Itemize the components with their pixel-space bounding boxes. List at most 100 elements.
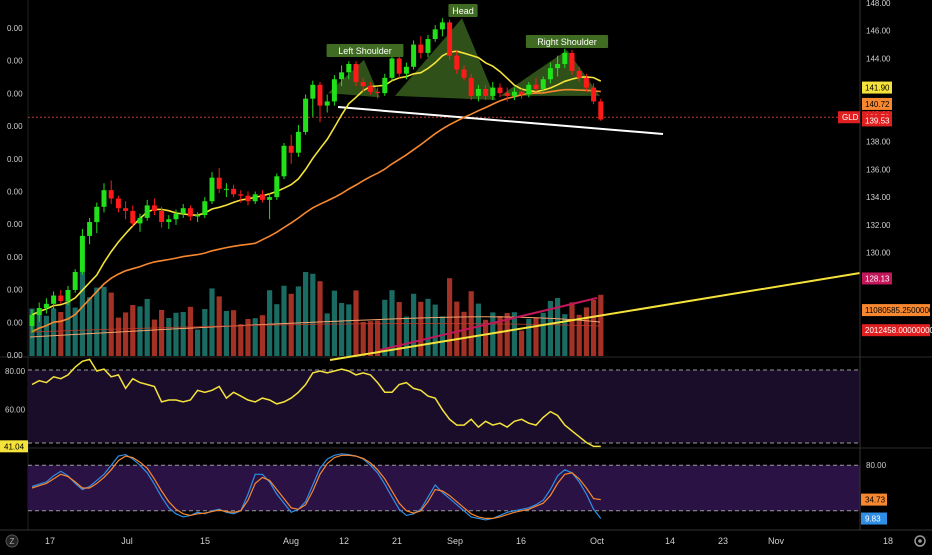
candle-body bbox=[454, 55, 460, 70]
candle-body bbox=[562, 52, 568, 64]
candle-body bbox=[468, 77, 474, 96]
volume-ma-short bbox=[29, 316, 601, 338]
volume-bar bbox=[72, 307, 78, 356]
volume-bar bbox=[598, 294, 604, 356]
osc2-value-tag bbox=[861, 512, 887, 525]
price-tag bbox=[862, 114, 892, 127]
candle-body bbox=[87, 222, 93, 236]
osc2-value-text: 9.83 bbox=[865, 515, 881, 524]
candle-body bbox=[51, 295, 57, 304]
candle-body bbox=[504, 93, 510, 96]
candle-body bbox=[339, 72, 345, 80]
candle-body bbox=[547, 68, 553, 80]
volume-bar bbox=[51, 308, 57, 356]
price-tag-text: 141.90 bbox=[865, 84, 890, 93]
time-tick-label: Jul bbox=[121, 536, 133, 546]
candle-body bbox=[526, 84, 532, 95]
volume-bar bbox=[403, 316, 409, 356]
candle-body bbox=[353, 64, 359, 83]
volume-bar bbox=[475, 303, 481, 356]
candle-body bbox=[43, 303, 49, 308]
candle-body bbox=[583, 77, 589, 88]
volume-moving-averages bbox=[29, 272, 861, 361]
candle-body bbox=[360, 82, 366, 87]
candle-body bbox=[432, 29, 438, 40]
osc2-slow-line bbox=[31, 454, 601, 519]
volume-bar bbox=[439, 316, 445, 356]
volume-bar bbox=[339, 303, 345, 356]
candle-body bbox=[461, 69, 467, 78]
volume-bar bbox=[259, 315, 265, 356]
volume-bar bbox=[36, 312, 42, 356]
volume-bar bbox=[195, 329, 201, 356]
price-tick-label: 144.00 bbox=[866, 54, 891, 63]
candle-body bbox=[303, 98, 309, 132]
left-axis-label: 0.00 bbox=[7, 57, 23, 66]
price-tag bbox=[862, 272, 892, 285]
candle-body bbox=[274, 176, 280, 198]
candle-body bbox=[367, 86, 373, 92]
candle-body bbox=[555, 64, 561, 69]
settings-gear-icon[interactable] bbox=[914, 535, 926, 547]
annotation-label: Left Shoulder bbox=[338, 46, 392, 56]
left-axis: 0.00 0.00 0.00 0.00 0.00 0.00 0.00 0.00 0.00 0.00… bbox=[0, 0, 932, 531]
pattern-annotations: Left Shoulder Head Right Shoulder bbox=[326, 4, 609, 57]
volume-bar bbox=[353, 290, 359, 356]
volume-bar bbox=[94, 287, 100, 356]
symbol-tag-text: GLD bbox=[842, 113, 859, 122]
candle-body bbox=[281, 145, 287, 177]
time-tick-label: Aug bbox=[283, 536, 299, 546]
candle-body bbox=[483, 88, 489, 96]
volume-bar bbox=[375, 320, 381, 356]
candle-body bbox=[418, 44, 424, 53]
volume-bar bbox=[591, 300, 597, 356]
volume-bar bbox=[367, 321, 373, 356]
volume-bar bbox=[396, 302, 402, 356]
logo-letter: Z bbox=[10, 537, 15, 546]
osc1-band bbox=[28, 370, 860, 443]
volume-bar bbox=[547, 301, 553, 356]
candle-body bbox=[324, 101, 330, 106]
volume-bar bbox=[274, 304, 280, 356]
candle-body bbox=[72, 271, 78, 290]
volume-ma-long bbox=[29, 323, 601, 333]
candle-body bbox=[123, 208, 129, 211]
candle-body bbox=[79, 235, 85, 272]
candle-body bbox=[94, 206, 100, 223]
volume-bar bbox=[79, 272, 85, 356]
time-tick-label: 16 bbox=[516, 536, 526, 546]
candle-body bbox=[475, 88, 481, 96]
candle-body bbox=[267, 197, 273, 200]
candle-body bbox=[36, 308, 42, 315]
candle-body bbox=[137, 217, 143, 224]
candle-body bbox=[533, 84, 539, 89]
price-tag-text: 11080585.25000000 bbox=[865, 306, 932, 315]
volume-bar bbox=[123, 312, 129, 356]
price-tick-label: 138.00 bbox=[866, 138, 891, 147]
volume-bar bbox=[173, 312, 179, 356]
volume-bar bbox=[130, 305, 136, 356]
volume-bar bbox=[583, 307, 589, 356]
volume-bar bbox=[569, 302, 575, 356]
volume-bar bbox=[324, 313, 330, 356]
osc2-band bbox=[28, 465, 860, 511]
logo[interactable]: Z bbox=[5, 534, 19, 548]
volume-bar bbox=[411, 293, 417, 356]
price-tick-label: 136.00 bbox=[866, 165, 891, 174]
time-axis[interactable]: 17 Jul 15 Aug 12 21 Sep 16 Oct 14 23 Nov 18 bbox=[45, 536, 893, 546]
left-axis-label: 0.00 bbox=[7, 220, 23, 229]
candle-body bbox=[144, 205, 150, 218]
time-tick-label: 21 bbox=[392, 536, 402, 546]
annotation-label-box bbox=[448, 4, 478, 17]
volume-bar bbox=[519, 330, 525, 356]
volume-bar bbox=[209, 288, 215, 356]
sma-long-line bbox=[31, 88, 601, 333]
candle-body bbox=[411, 44, 417, 67]
candle-body bbox=[252, 194, 258, 202]
price-tag bbox=[862, 97, 892, 110]
sma-short-line bbox=[31, 50, 602, 316]
neckline bbox=[337, 106, 664, 135]
volume-bar bbox=[461, 311, 467, 356]
volume-bar bbox=[562, 314, 568, 356]
